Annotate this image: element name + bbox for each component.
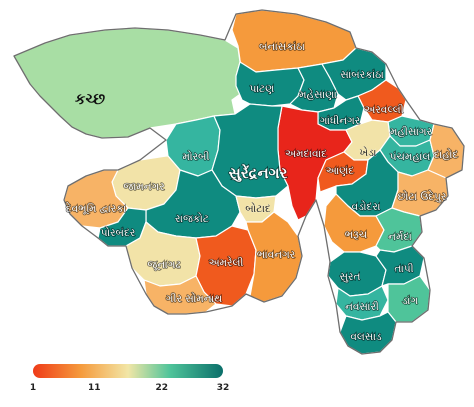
label-vadodara: વડોદરા [352,200,381,213]
label-anand: આણંદ [326,164,355,177]
label-ahmedabad: અમદાવાદ [285,148,327,160]
state-outline [13,9,465,355]
label-gir-somnath: ગીર સોમનાથ [166,292,222,305]
label-banaskantha: બનાસકાંઠા [259,40,305,53]
label-mehsana: મહેસાણા [299,88,337,101]
label-amreli: અમરેલી [209,256,244,269]
label-bhavnagar: ભાવનગર [257,249,296,261]
label-botad: બોટાદ [245,202,271,215]
label-chhota-udepur: છોટા ઉદેપુર [398,189,447,203]
legend-tick-22: 22 [155,383,168,393]
label-valsad: વલસાડ [350,331,382,343]
label-porbandar: પોરબંદર [101,226,136,239]
label-dahod: દાહોદ [434,148,459,161]
label-morbi: મોરબી [183,150,210,163]
label-kheda: ખેડા [360,146,377,159]
label-patan: પાટણ [250,83,275,95]
label-bharuch: ભરૂચ [345,229,368,241]
label-surendranagar: સુરેંદ્રનગર [229,163,288,182]
color-scale-legend [33,364,223,378]
district-surendranagar[interactable] [211,103,289,199]
label-rajkot: રાજકોટ [175,212,210,225]
legend-tick-1: 1 [29,383,37,393]
label-surat: સુરત [340,271,361,283]
label-kutch: કચ્છ [75,90,106,108]
label-devbhoomi-dwarka: દેવભૂમિ દ્વારકા [66,201,127,215]
label-junagadh: જૂનાગઢ [147,259,181,271]
legend-tick-32: 32 [216,383,230,393]
label-sabarkantha: સાબરકાંઠા [340,68,384,81]
district-bharuch[interactable] [323,193,385,253]
label-gandhinagar: ગાંધીનગર [320,114,361,127]
label-tapi: તાપી [394,262,413,275]
label-navsari: નવસારી [345,300,379,313]
legend-tick-11: 11 [88,383,101,393]
label-aravalli: અરવલ્લી [364,103,403,116]
district-navsari[interactable] [335,285,389,321]
label-dang: ડાંગ [402,294,418,307]
label-jamnagar: જામનગર [123,181,165,193]
label-narmada: નર્મદા [388,230,412,243]
label-panchmahal: પંચમહાલ [390,150,431,163]
label-mahisagar: મહીસાગર [390,125,433,138]
